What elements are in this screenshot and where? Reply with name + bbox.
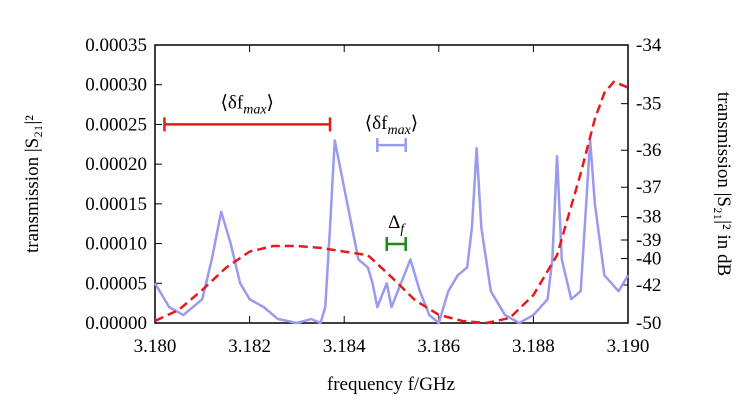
line bbox=[153, 139, 630, 325]
y-axis-label: transmission |S₂₁|² bbox=[22, 115, 43, 253]
plot-frame bbox=[154, 44, 629, 324]
x-tick-label: 3.182 bbox=[228, 336, 271, 357]
x-tick-label: 3.186 bbox=[417, 336, 460, 357]
x-axis-label: frequency f/GHz bbox=[327, 374, 455, 395]
y-tick-label: 0.00010 bbox=[85, 234, 147, 255]
y-tick-label: 0.00030 bbox=[85, 75, 147, 96]
annotation-main: ⟨δf bbox=[221, 92, 244, 113]
y-tick-label: 0.00005 bbox=[85, 273, 147, 294]
annotation-end: ⟩ bbox=[411, 113, 418, 134]
y-tick-label: 0.00015 bbox=[85, 194, 147, 215]
dashed-line bbox=[154, 80, 629, 325]
y2-tick-label: -42 bbox=[636, 275, 661, 296]
annotation-label: Δf bbox=[388, 212, 406, 237]
annotation-end: ⟩ bbox=[267, 92, 274, 113]
annotation-sub: max bbox=[387, 123, 411, 138]
y2-tick-label: -36 bbox=[636, 140, 661, 161]
x-tick-label: 3.190 bbox=[607, 336, 650, 357]
annotation-main: Δ bbox=[388, 212, 400, 233]
annotation-label: ⟨δfmax⟩ bbox=[365, 113, 418, 138]
y2-tick-label: -40 bbox=[636, 249, 661, 270]
annotation-main: ⟨δf bbox=[365, 113, 388, 134]
y-tick-label: 0.00035 bbox=[85, 35, 147, 56]
annotation-sub: f bbox=[400, 222, 406, 237]
y-tick-label: 0.00025 bbox=[85, 114, 147, 135]
y2-axis-label: transmission |S₂₁|² in dB bbox=[713, 92, 734, 276]
annotation-label: ⟨δfmax⟩ bbox=[221, 92, 274, 117]
x-tick-label: 3.180 bbox=[134, 336, 177, 357]
y2-tick-label: -37 bbox=[636, 177, 661, 198]
y-tick-label: 0.00020 bbox=[85, 154, 147, 175]
y2-tick-label: -39 bbox=[636, 230, 661, 251]
y2-tick-label: -34 bbox=[636, 35, 662, 56]
annotation-sub: max bbox=[243, 102, 267, 117]
x-tick-label: 3.188 bbox=[512, 336, 555, 357]
y2-tick-label: -50 bbox=[636, 313, 661, 334]
x-tick-label: 3.184 bbox=[323, 336, 366, 357]
y2-tick-label: -35 bbox=[636, 94, 661, 115]
y2-tick-label: -38 bbox=[636, 207, 661, 228]
y-tick-label: 0.00000 bbox=[85, 313, 147, 334]
